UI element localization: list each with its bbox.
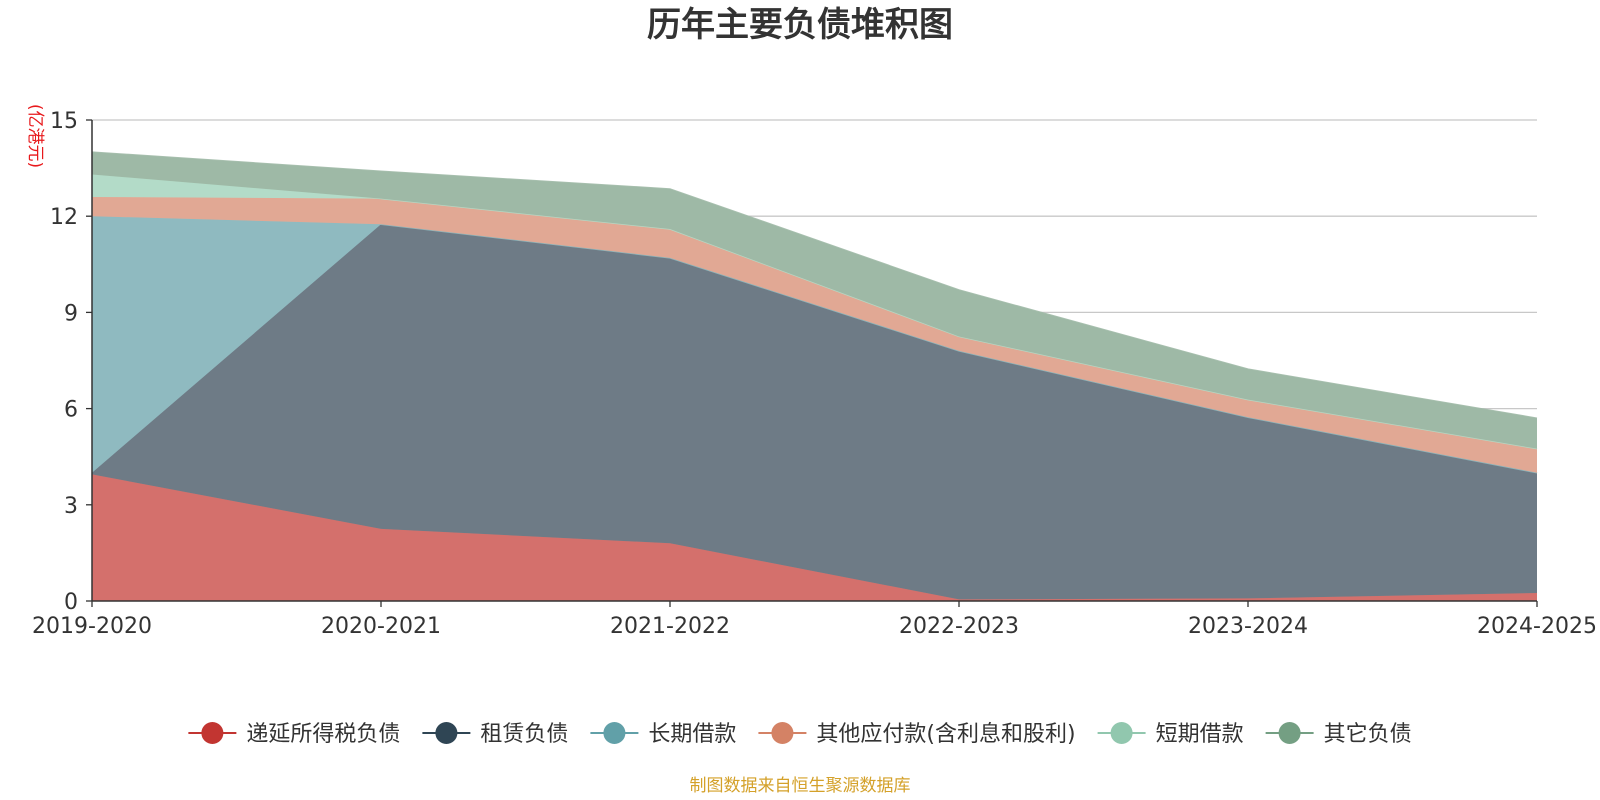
legend-marker-0 bbox=[201, 722, 224, 744]
x-tick-label-5: 2024-2025 bbox=[1477, 614, 1597, 639]
area-series-1 bbox=[92, 224, 1537, 600]
y-tick-label-3: 3 bbox=[64, 494, 78, 519]
chart-title: 历年主要负债堆积图 bbox=[647, 5, 953, 45]
x-tick-label-3: 2022-2023 bbox=[899, 614, 1019, 639]
legend-item-3: 其他应付款(含利息和股利) bbox=[758, 722, 1076, 747]
legend-item-4: 短期借款 bbox=[1097, 722, 1244, 747]
area-series-group bbox=[91, 151, 1538, 601]
legend-marker-3 bbox=[771, 722, 794, 744]
legend-item-5: 其它负债 bbox=[1265, 722, 1412, 747]
x-tick-label-4: 2023-2024 bbox=[1188, 614, 1308, 639]
y-tick-label-0: 0 bbox=[64, 590, 78, 615]
area-series-0 bbox=[92, 474, 1537, 601]
legend-label-0: 递延所得税负债 bbox=[246, 722, 400, 747]
legend-item-2: 长期借款 bbox=[590, 722, 736, 747]
legend-label-3: 其他应付款(含利息和股利) bbox=[816, 722, 1075, 747]
legend-marker-1 bbox=[435, 722, 458, 744]
legend-label-4: 短期借款 bbox=[1156, 722, 1244, 747]
legend-marker-5 bbox=[1278, 722, 1301, 744]
y-tick-label-6: 6 bbox=[64, 398, 78, 423]
legend: 递延所得税负债 租赁负债 长期借款 其他应付款(含利息和股利) 短期借款 其它负债 bbox=[188, 722, 1412, 747]
x-tick-label-1: 2020-2021 bbox=[321, 614, 441, 639]
legend-label-2: 长期借款 bbox=[648, 722, 736, 747]
legend-item-0: 递延所得税负债 bbox=[188, 722, 400, 747]
area-series-5 bbox=[92, 152, 1537, 449]
legend-marker-4 bbox=[1110, 722, 1133, 744]
y-tick-label-9: 9 bbox=[64, 301, 78, 326]
legend-item-1: 租赁负债 bbox=[422, 722, 568, 747]
y-tick-label-15: 15 bbox=[50, 109, 78, 134]
legend-marker-2 bbox=[603, 722, 626, 744]
area-series-2 bbox=[92, 216, 1537, 473]
y-axis-unit-label: (亿港元) bbox=[25, 104, 45, 168]
x-tick-label-0: 2019-2020 bbox=[32, 614, 152, 639]
y-tick-label-12: 12 bbox=[50, 205, 78, 230]
legend-label-1: 租赁负债 bbox=[480, 722, 568, 747]
legend-label-5: 其它负债 bbox=[1324, 722, 1412, 747]
axes: 0 3 6 9 12 15 2019-2020 2020-2021 2021-2022 2022-… bbox=[32, 109, 1597, 639]
data-source-note: 制图数据来自恒生聚源数据库 bbox=[690, 776, 911, 796]
area-series-edge-0 bbox=[91, 473, 1538, 601]
x-tick-label-2: 2021-2022 bbox=[610, 614, 730, 639]
area-series-edge-5 bbox=[91, 151, 1538, 419]
